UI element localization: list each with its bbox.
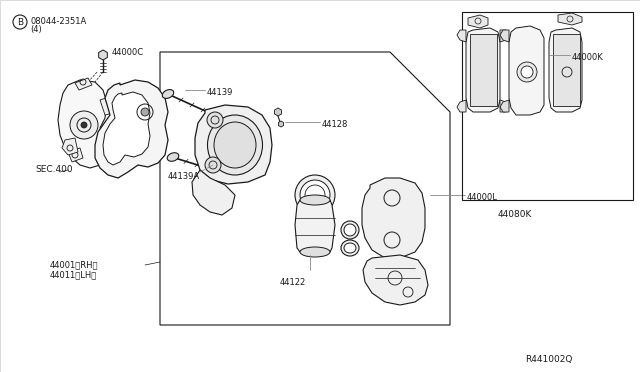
Polygon shape (95, 80, 168, 178)
Polygon shape (363, 255, 428, 305)
Circle shape (205, 157, 221, 173)
Ellipse shape (167, 153, 179, 161)
Text: 44000K: 44000K (572, 53, 604, 62)
Text: 44000L: 44000L (467, 193, 498, 202)
Text: SEC.400: SEC.400 (35, 165, 72, 174)
Text: 44122: 44122 (280, 278, 307, 287)
Polygon shape (362, 178, 425, 258)
Polygon shape (295, 200, 335, 252)
Ellipse shape (341, 240, 359, 256)
Ellipse shape (300, 195, 330, 205)
Text: R441002Q: R441002Q (525, 355, 572, 364)
Text: 08044-2351A: 08044-2351A (30, 17, 86, 26)
Polygon shape (457, 30, 466, 42)
Ellipse shape (300, 180, 330, 210)
Text: 44001〈RH〉: 44001〈RH〉 (50, 260, 99, 269)
Text: 44080K: 44080K (498, 210, 532, 219)
Ellipse shape (300, 247, 330, 257)
Polygon shape (549, 28, 582, 112)
Bar (462, 12, 633, 200)
Text: 44011〈LH〉: 44011〈LH〉 (50, 270, 97, 279)
Polygon shape (500, 30, 509, 42)
Polygon shape (192, 170, 235, 215)
Text: (4): (4) (30, 25, 42, 34)
Polygon shape (466, 28, 500, 112)
Polygon shape (99, 50, 108, 60)
Polygon shape (68, 148, 83, 162)
Circle shape (141, 108, 149, 116)
Text: 44000C: 44000C (112, 48, 144, 57)
Polygon shape (58, 80, 112, 168)
Polygon shape (500, 100, 509, 112)
Text: 44139: 44139 (207, 88, 234, 97)
Polygon shape (275, 108, 282, 116)
Polygon shape (75, 78, 92, 90)
Polygon shape (457, 100, 466, 112)
Polygon shape (195, 105, 272, 184)
Ellipse shape (207, 115, 262, 175)
Ellipse shape (341, 221, 359, 239)
Polygon shape (558, 13, 582, 25)
Polygon shape (103, 92, 150, 165)
Polygon shape (500, 30, 509, 42)
Ellipse shape (295, 175, 335, 215)
Polygon shape (500, 100, 509, 112)
Polygon shape (62, 138, 78, 155)
Ellipse shape (163, 90, 173, 99)
Ellipse shape (214, 122, 256, 168)
Text: 44128: 44128 (322, 120, 348, 129)
Ellipse shape (521, 66, 533, 78)
Text: B: B (17, 17, 23, 26)
Ellipse shape (344, 224, 356, 236)
Bar (553, 34, 580, 106)
Circle shape (70, 111, 98, 139)
Polygon shape (509, 26, 544, 115)
Ellipse shape (344, 243, 356, 253)
Ellipse shape (517, 62, 537, 82)
Polygon shape (278, 121, 284, 127)
Circle shape (81, 122, 87, 128)
Circle shape (207, 112, 223, 128)
Text: 44139A: 44139A (168, 172, 200, 181)
Polygon shape (468, 15, 488, 28)
Bar (470, 34, 497, 106)
Polygon shape (100, 95, 122, 115)
